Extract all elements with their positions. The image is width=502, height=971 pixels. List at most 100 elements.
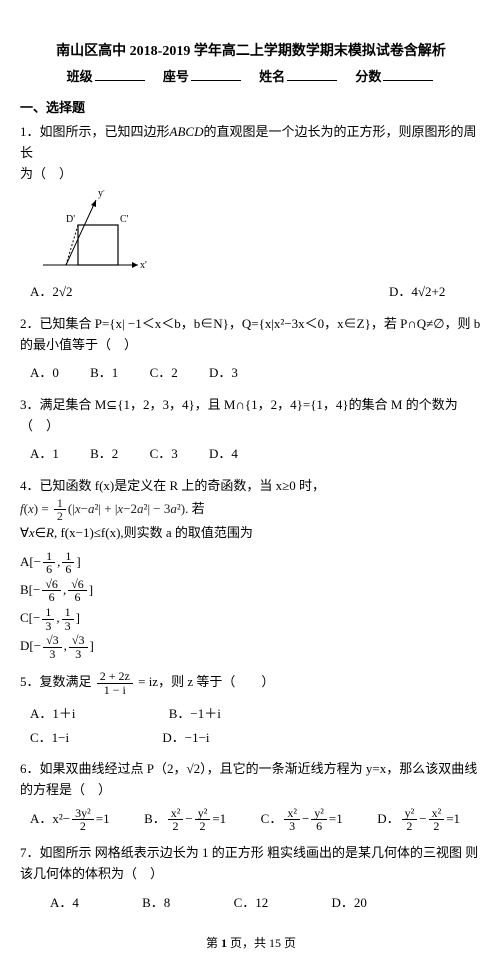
svg-text:C': C'	[120, 214, 129, 225]
q4A-d2: 6	[62, 563, 74, 576]
q4-optC: C[−13,13]	[20, 606, 482, 632]
q6C-n1: x²	[284, 807, 300, 821]
q2-optD: D．3	[209, 365, 238, 380]
q4-text-a: 4．已知函数 f(x)是定义在 R 上的奇函数，当 x≥0 时，	[20, 478, 325, 493]
q4A-n2: 1	[62, 550, 74, 564]
q4D-n1: √3	[43, 634, 62, 648]
q4-formula: f(x) = 12(|x−a²| + |x−2a²| − 3a²)	[20, 497, 185, 523]
q1-options: A．2√2 D．4√2+2	[30, 280, 482, 303]
page-footer: 第 1 页，共 15 页	[20, 934, 482, 951]
q7-text: 7．如图所示 网格纸表示边长为 1 的正方形 粗实线画出的是某几何体的三视图 则…	[20, 845, 478, 881]
q4C-n2: 1	[62, 606, 74, 620]
q6C-mid: −	[302, 811, 309, 826]
q2-optA: A．0	[30, 365, 59, 380]
q4-optD: D[−√33,√33]	[20, 634, 482, 660]
blank-score	[383, 67, 433, 81]
question-7: 7．如图所示 网格纸表示边长为 1 的正方形 粗实线画出的是某几何体的三视图 则…	[20, 843, 482, 885]
question-1: 1．如图所示，已知四边形ABCD的直观图是一个边长为的正方形，则原图形的周长 为…	[20, 122, 482, 184]
q5-frac-d: 1 − i	[97, 684, 133, 697]
q3-optB: B．2	[90, 446, 118, 461]
label-score: 分数	[355, 69, 381, 84]
q6D-n2: x²	[429, 807, 445, 821]
q6-optA: A．x²−3y²2=1	[30, 811, 110, 826]
q5-optB: B．−1＋i	[169, 706, 221, 721]
q4A-d1: 6	[43, 563, 55, 576]
q4-optC-pre: C[	[20, 610, 33, 625]
q6A-d: 2	[72, 820, 94, 833]
fill-in-row: 班级 座号 姓名 分数	[20, 66, 482, 85]
q4-options: A[−16,16] B[−√66,√66] C[−13,13] D[−√33,√…	[20, 550, 482, 661]
q6-optD: D．y²2−x²2=1	[377, 811, 460, 826]
q6C-d2: 6	[311, 820, 327, 833]
q4-optD-post: ]	[90, 638, 94, 653]
q7-options: A．4 B．8 C．12 D．20	[50, 891, 482, 914]
q1-optD: D．4√2+2	[389, 284, 445, 299]
q4B-n1: √6	[42, 578, 61, 592]
q6C-d1: 3	[284, 820, 300, 833]
q5-options: A．1＋i B．−1＋i C．1−i D．−1−i	[30, 702, 482, 749]
q6-optC: C．x²3−y²6=1	[261, 811, 343, 826]
q6B-n2: y²	[195, 807, 211, 821]
q4-optD-pre: D[	[20, 638, 34, 653]
q4D-n2: √3	[69, 634, 88, 648]
q1-optA: A．2√2	[30, 284, 73, 299]
svg-text:D': D'	[66, 214, 75, 225]
q4-optA-post: ]	[76, 554, 80, 569]
q6B-d1: 2	[168, 820, 184, 833]
q5-text-b: = iz，则 z 等于（ ）	[138, 674, 274, 689]
footer-c: 页	[281, 936, 296, 950]
q6B-pre: B．	[144, 811, 166, 826]
q1-text-c: 为（ ）	[20, 166, 72, 181]
q4D-d2: 3	[69, 648, 88, 661]
q6-options: A．x²−3y²2=1 B．x²2−y²2=1 C．x²3−y²6=1 D．y²…	[30, 807, 482, 833]
q6D-eq: =1	[446, 811, 460, 826]
q4B-n2: √6	[68, 578, 87, 592]
q6A-pre: A．x²−	[30, 811, 70, 826]
q2-text: 2．已知集合 P={x| −1＜x＜b，b∈N}，Q={x|x²−3x＜0，x∈…	[20, 316, 480, 352]
q4-text-b-suffix: 若	[192, 501, 205, 516]
q5-text-a: 5．复数满足	[20, 674, 92, 689]
q2-optB: B．1	[90, 365, 118, 380]
q7-optC: C．12	[234, 895, 269, 910]
q6A-n: 3y²	[72, 807, 94, 821]
page-total: 15	[269, 936, 281, 950]
label-seat: 座号	[163, 69, 189, 84]
q7-optB: B．8	[142, 895, 170, 910]
blank-name	[287, 67, 337, 81]
q6A-eq: =1	[96, 811, 110, 826]
q6C-n2: y²	[311, 807, 327, 821]
q3-text: 3．满足集合 M⊆{1，2，3，4}，且 M∩{1，2，4}={1，4}的集合 …	[20, 397, 458, 433]
q4-optA: A[−16,16]	[20, 550, 482, 576]
q3-options: A．1 B．2 C．3 D．4	[30, 442, 482, 465]
blank-seat	[191, 67, 241, 81]
q7-optA: A．4	[50, 895, 79, 910]
q6D-n1: y²	[402, 807, 418, 821]
q4-text-b2: ∀x∈R, f(x−1)≤f(x),则实数 a 的取值范围为	[20, 525, 253, 540]
svg-text:y': y'	[98, 190, 105, 199]
q4-optB-post: ]	[89, 582, 93, 597]
svg-text:x': x'	[140, 260, 147, 270]
q6B-n1: x²	[168, 807, 184, 821]
q4C-d1: 3	[42, 620, 54, 633]
q6D-d2: 2	[429, 820, 445, 833]
question-4: 4．已知函数 f(x)是定义在 R 上的奇函数，当 x≥0 时， f(x) = …	[20, 476, 482, 544]
q1-abcd: ABCD	[170, 124, 204, 139]
blank-class	[95, 67, 145, 81]
q4B-d2: 6	[68, 591, 87, 604]
label-name: 姓名	[259, 69, 285, 84]
q3-optA: A．1	[30, 446, 59, 461]
q6-optB: B．x²2−y²2=1	[144, 811, 226, 826]
question-6: 6．如果双曲线经过点 P（2，√2），且它的一条渐近线方程为 y=x，那么该双曲…	[20, 759, 482, 801]
q6B-d2: 2	[195, 820, 211, 833]
section-heading-1: 一、选择题	[20, 97, 482, 116]
q4-optB: B[−√66,√66]	[20, 578, 482, 604]
q4-optA-pre: A[	[20, 554, 34, 569]
q3-optC: C．3	[150, 446, 178, 461]
q4C-n1: 1	[42, 606, 54, 620]
footer-a: 第	[206, 936, 221, 950]
q4A-n1: 1	[43, 550, 55, 564]
question-2: 2．已知集合 P={x| −1＜x＜b，b∈N}，Q={x|x²−3x＜0，x∈…	[20, 314, 482, 356]
q7-optD: D．20	[331, 895, 366, 910]
q6C-pre: C．	[261, 811, 283, 826]
q6B-eq: =1	[212, 811, 226, 826]
